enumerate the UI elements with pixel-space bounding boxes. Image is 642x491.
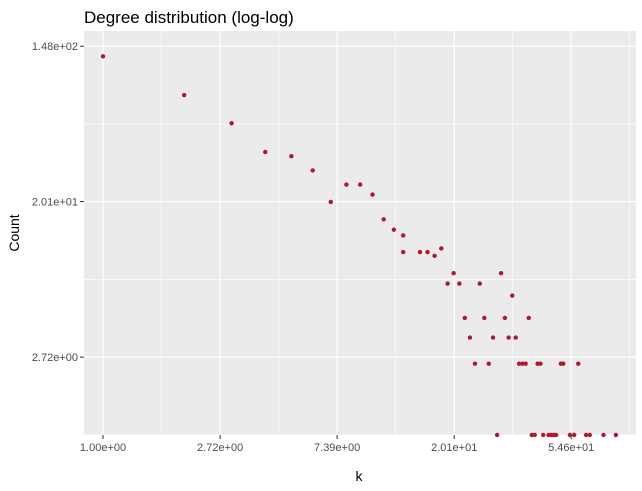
data-point <box>526 315 531 321</box>
data-point <box>587 432 592 438</box>
data-point <box>401 233 406 238</box>
x-tick-label: 5.46e+01 <box>548 442 594 454</box>
data-point <box>498 271 504 276</box>
data-point <box>467 335 473 340</box>
data-point <box>490 335 496 340</box>
data-point <box>560 361 566 366</box>
data-point <box>181 92 187 98</box>
data-point <box>445 281 450 286</box>
data-point <box>613 432 619 438</box>
data-point <box>381 217 386 222</box>
data-point <box>477 281 482 286</box>
data-point <box>370 192 375 197</box>
data-point <box>506 335 511 340</box>
y-tick-label: 2.72e+00 <box>32 352 78 364</box>
data-point <box>417 249 423 255</box>
data-point <box>532 432 537 438</box>
data-point <box>538 361 543 366</box>
y-tick-label: 2.01e+01 <box>32 197 78 209</box>
data-point <box>457 281 462 286</box>
data-points <box>100 54 619 438</box>
x-tick-label: 2.72e+00 <box>197 442 243 454</box>
x-tick-label: 7.39e+00 <box>314 442 360 454</box>
grid <box>84 31 636 436</box>
data-point <box>486 361 491 366</box>
data-point <box>553 432 559 438</box>
data-point <box>541 432 546 438</box>
data-point <box>100 54 106 59</box>
data-point <box>513 335 518 340</box>
data-point <box>583 432 589 438</box>
data-point <box>451 271 456 276</box>
x-tick-label: 2.01e+01 <box>431 442 477 454</box>
y-axis-label: Count <box>6 214 22 251</box>
data-point <box>571 432 577 438</box>
data-point <box>472 361 478 366</box>
data-point <box>601 432 606 438</box>
x-tick-label: 1.00e+00 <box>80 442 126 454</box>
data-point <box>439 246 444 251</box>
data-point <box>567 432 573 438</box>
data-point <box>520 361 525 366</box>
data-point <box>494 432 500 438</box>
data-point <box>462 315 467 321</box>
data-point <box>263 149 268 155</box>
y-tick-label: 1.48e+02 <box>32 41 78 53</box>
data-point <box>310 168 315 173</box>
data-point <box>482 315 487 321</box>
x-axis-label: k <box>356 468 364 484</box>
data-point <box>432 253 437 259</box>
data-point <box>344 182 349 187</box>
data-point <box>401 249 406 255</box>
data-point <box>391 227 397 232</box>
x-axis: 1.00e+00 2.72e+00 7.39e+00 2.01e+01 5.46e+01 <box>80 435 594 454</box>
data-point <box>425 249 430 255</box>
data-point <box>516 361 522 366</box>
data-point <box>576 361 581 366</box>
data-point <box>328 199 333 205</box>
data-point <box>229 121 234 126</box>
data-point <box>357 182 363 187</box>
data-point <box>510 293 515 298</box>
data-point <box>502 315 508 321</box>
chart-title: Degree distribution (log-log) <box>84 8 294 27</box>
data-point <box>289 154 294 159</box>
data-point <box>523 361 528 366</box>
plot-panel <box>84 31 636 435</box>
y-axis: 2.72e+00 2.01e+01 1.48e+02 <box>32 41 84 364</box>
